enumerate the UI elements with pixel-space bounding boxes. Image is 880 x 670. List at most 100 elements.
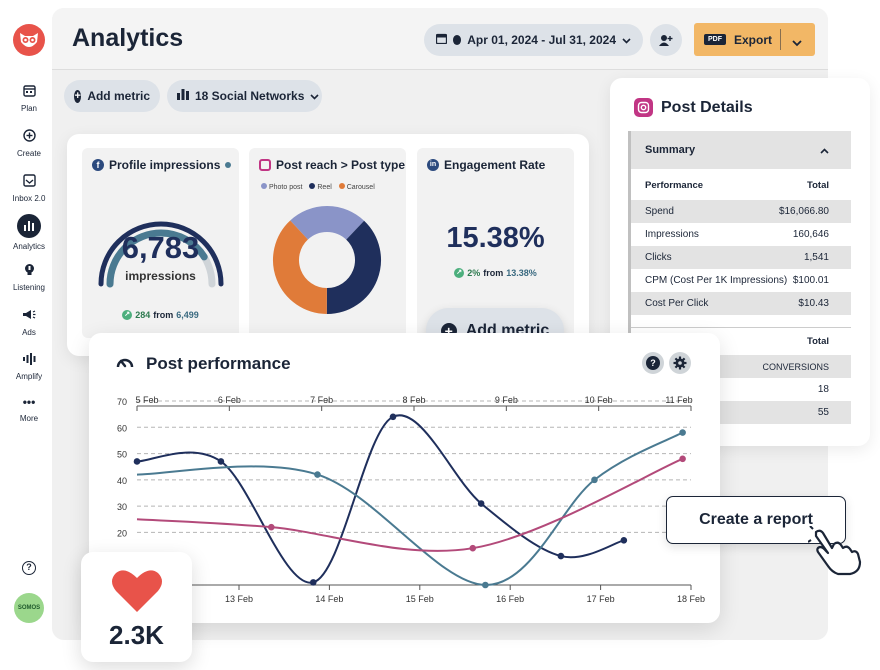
bar-chart-icon (17, 214, 41, 238)
table-header: Total (631, 327, 851, 355)
donut-slice (326, 220, 381, 314)
summary-label: Summary (645, 144, 696, 156)
legend-label: Photo post (268, 184, 303, 191)
data-point (309, 579, 317, 586)
export-button[interactable]: PDF Export (694, 23, 815, 56)
column-header: Performance (645, 179, 704, 191)
table-row: Spend $16,066.80 (631, 200, 851, 223)
sidebar-item-inbox[interactable]: Inbox 2.0 (7, 174, 51, 203)
facebook-icon: f (92, 159, 104, 171)
add-metric-button[interactable]: + Add metric (64, 80, 160, 112)
post-performance-header: Post performance (116, 353, 291, 374)
gauge-icon (116, 353, 134, 374)
instagram-icon (259, 159, 271, 171)
impressions-title: Profile impressions (109, 158, 221, 172)
data-point (557, 552, 565, 560)
data-point (477, 500, 485, 507)
sidebar-item-label: Inbox 2.0 (12, 194, 46, 203)
summary-row[interactable]: Summary (631, 131, 851, 169)
sidebar-item-plan[interactable]: Plan (7, 84, 51, 113)
calendar-icon (435, 33, 448, 47)
sidebar-item-label: Analytics (12, 242, 45, 251)
row-label: CPM (Cost Per 1K Impressions) (645, 275, 788, 286)
chevron-down-icon (310, 89, 319, 103)
sidebar-item-label: Create (16, 149, 41, 158)
row-label: Spend (645, 206, 674, 217)
legend-label: Carousel (346, 184, 375, 191)
create-report-label: Create a report (699, 511, 813, 528)
x-tick-label: 17 Feb (587, 594, 615, 604)
post-reach-legend: Photo post Reel Carousel (261, 183, 375, 191)
add-user-icon (659, 34, 673, 46)
chevron-up-icon (820, 141, 829, 159)
sidebar-item-label: Listening (12, 283, 46, 292)
row-label: CONVERSIONS (762, 361, 829, 372)
x-tick-label: 16 Feb (496, 594, 524, 604)
help-button[interactable]: ? (642, 352, 664, 374)
x-tick-label: 18 Feb (677, 594, 705, 604)
plus-circle-icon (21, 129, 37, 143)
help-icon: ? (646, 356, 660, 370)
delta-previous: 13.38% (506, 268, 537, 278)
date-range-label: Apr 01, 2024 - Jul 31, 2024 (467, 33, 616, 47)
data-point (314, 471, 321, 478)
sidebar-item-listening[interactable]: Listening (7, 263, 51, 292)
column-header: Total (807, 179, 829, 191)
settings-button[interactable] (669, 352, 691, 374)
help-icon[interactable]: ? (22, 561, 36, 575)
legend-item: Carousel (338, 183, 375, 191)
instagram-icon (634, 98, 653, 117)
post-reach-header: Post reach > Post type (259, 158, 405, 172)
table-header: Performance Total (631, 171, 851, 199)
sidebar-item-create[interactable]: Create (7, 129, 51, 158)
donut-slice (273, 220, 328, 314)
engagement-tile: in Engagement Rate 15.38% ↗ 2% from 13.3… (417, 148, 574, 338)
y-tick-label: 40 (117, 476, 127, 486)
add-user-button[interactable] (650, 24, 682, 56)
row-value: $10.43 (798, 298, 829, 309)
y-tick-label: 20 (117, 528, 127, 538)
engagement-header: in Engagement Rate (427, 158, 545, 172)
sidebar-item-amplify[interactable]: Amplify (7, 352, 51, 381)
status-dot (453, 35, 462, 45)
chevron-down-icon[interactable] (792, 34, 802, 52)
data-point (268, 523, 275, 531)
add-metric-label: Add metric (87, 89, 150, 103)
amplify-icon (21, 352, 37, 366)
sidebar-item-label: Amplify (15, 372, 43, 381)
social-networks-dropdown[interactable]: 18 Social Networks (167, 80, 322, 112)
x-tick-label: 5 Feb (135, 395, 158, 405)
data-point (679, 455, 686, 463)
data-point (217, 458, 225, 465)
sidebar-item-more[interactable]: ••• More (7, 396, 51, 423)
legend-swatch (309, 183, 316, 189)
impressions-delta: ↗ 284 from 6,499 (82, 310, 239, 320)
y-tick-label: 30 (117, 502, 127, 512)
sidebar-item-ads[interactable]: Ads (7, 308, 51, 337)
heart-icon (112, 570, 162, 612)
table-row: Clicks 1,541 (631, 246, 851, 269)
avatar[interactable]: SOMOS (14, 593, 44, 623)
arrow-up-icon: ↗ (122, 310, 133, 320)
post-performance-title: Post performance (146, 353, 291, 373)
date-range-picker[interactable]: Apr 01, 2024 - Jul 31, 2024 (424, 24, 643, 56)
table-row: 18 (631, 378, 851, 401)
export-divider (780, 29, 781, 50)
export-label: Export (734, 32, 773, 47)
post-performance-chart: 70 60 50 40 30 20 5 Feb 6 Feb 7 Feb 8 Feb 9 Feb 10 … (117, 395, 705, 604)
owl-logo[interactable] (13, 24, 45, 56)
table-row: Impressions 160,646 (631, 223, 851, 246)
delta-value: 2% (467, 268, 481, 278)
sidebar-item-analytics[interactable]: Analytics (7, 214, 51, 251)
data-point (482, 581, 489, 589)
post-reach-title: Post reach > Post type (276, 158, 406, 172)
table-body: Spend $16,066.80 Impressions 160,646 Click… (631, 200, 851, 315)
data-point (389, 413, 397, 421)
row-value: 160,646 (792, 229, 829, 240)
legend-swatch (338, 183, 345, 189)
engagement-delta: ↗ 2% from 13.38% (417, 268, 574, 278)
x-tick-label: 10 Feb (585, 395, 613, 405)
impressions-unit: impressions (125, 269, 196, 283)
row-value: 1,541 (803, 252, 829, 263)
linkedin-icon: in (427, 159, 439, 171)
